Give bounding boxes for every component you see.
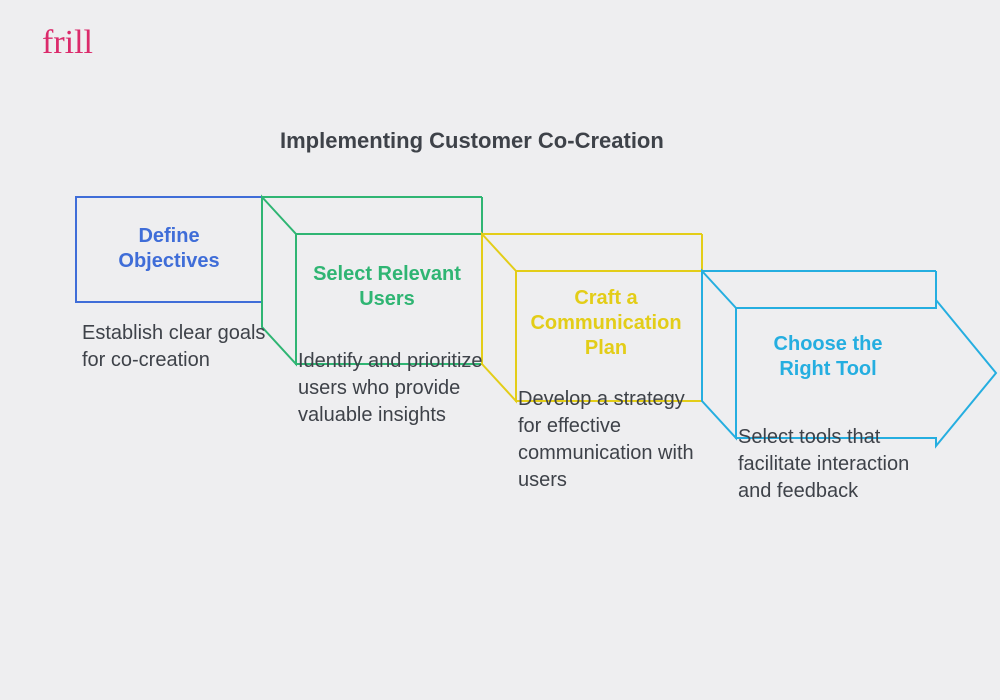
step-define-objectives-title: Define Objectives — [90, 212, 248, 286]
page-title: Implementing Customer Co-Creation — [280, 128, 664, 154]
step-right-tool-desc: Select tools that facilitate interaction… — [738, 424, 938, 505]
logo: frill — [42, 24, 93, 62]
step-select-users-desc: Identify and prioritize users who provid… — [298, 348, 488, 429]
step-right-tool-title: Choose the Right Tool — [748, 320, 908, 394]
step-communication-plan-desc: Develop a strategy for effective communi… — [518, 386, 708, 494]
step-select-users-title: Select Relevant Users — [308, 250, 466, 324]
diagram-canvas: frill Implementing Customer Co-Creation … — [0, 0, 1000, 700]
step-define-objectives-desc: Establish clear goals for co-creation — [82, 320, 267, 374]
step-communication-plan-title: Craft a Communication Plan — [526, 278, 686, 368]
